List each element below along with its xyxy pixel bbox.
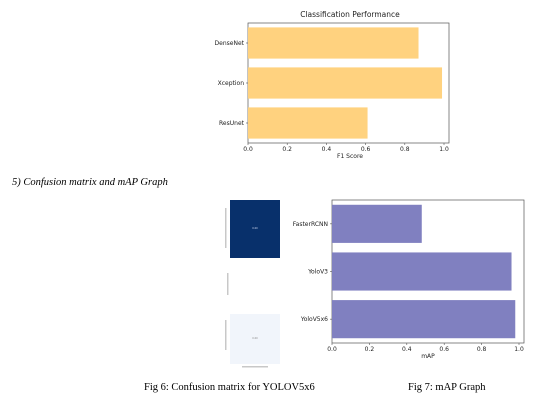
cm-ylabel-top <box>225 208 227 248</box>
confusion-matrix-graphic: 0.00 0.00 <box>225 200 280 368</box>
x-tick-label: 0.8 <box>477 346 487 353</box>
x-axis-label: mAP <box>421 353 435 360</box>
map-chart: FasterRCNN YoloV3 YoloV5x6 0.0 0.2 0.4 0.6 0.8… <box>293 199 525 360</box>
x-tick-label: 1.0 <box>514 346 524 353</box>
bar-xception <box>248 67 443 99</box>
figure-6-caption: Fig 6: Confusion matrix for YOLOV5x6 <box>144 382 315 393</box>
bar-densenet <box>248 27 419 59</box>
x-tick-label: 0.6 <box>361 146 371 153</box>
x-tick-label: 0.8 <box>400 146 410 153</box>
category-label: DenseNet <box>215 40 245 47</box>
x-tick-label: 0.6 <box>439 346 449 353</box>
figure-7-caption: Fig 7: mAP Graph <box>408 382 486 393</box>
bar-fasterrcnn <box>332 204 422 243</box>
category-label: FasterRCNN <box>293 221 328 228</box>
x-tick-label: 0.0 <box>243 146 253 153</box>
x-tick-label: 0.2 <box>365 346 375 353</box>
x-tick-label: 0.2 <box>282 146 292 153</box>
bar-resunet <box>248 107 368 139</box>
category-label: YoloV5x6 <box>300 316 328 323</box>
cm-cell-top <box>230 200 280 258</box>
category-label: Xception <box>218 80 245 87</box>
cm-ylabel-mid <box>227 273 229 295</box>
category-label: YoloV3 <box>307 269 328 276</box>
x-tick-label: 1.0 <box>439 146 449 153</box>
cm-cell-bottom-value: 0.00 <box>252 336 258 340</box>
bar-yolov3 <box>332 252 512 291</box>
classification-performance-chart: Classification Performance DenseNet Xcept… <box>215 10 450 160</box>
cm-cell-top-value: 0.00 <box>252 226 258 230</box>
cm-ylabel-bottom <box>225 320 227 350</box>
cm-cell-bottom <box>230 314 280 364</box>
logo-arc <box>0 0 82 6</box>
section-heading: 5) Confusion matrix and mAP Graph <box>12 177 168 188</box>
x-tick-label: 0.0 <box>327 346 337 353</box>
chart-title: Classification Performance <box>300 10 400 19</box>
bar-yolov5x6 <box>332 300 516 339</box>
x-tick-label: 0.4 <box>402 346 412 353</box>
category-label: ResUnet <box>219 120 245 127</box>
confusion-matrix: 0.00 0.00 <box>222 198 284 370</box>
x-axis-label: F1 Score <box>337 153 363 160</box>
cm-xlabel <box>242 366 268 368</box>
x-tick-label: 0.4 <box>322 146 332 153</box>
